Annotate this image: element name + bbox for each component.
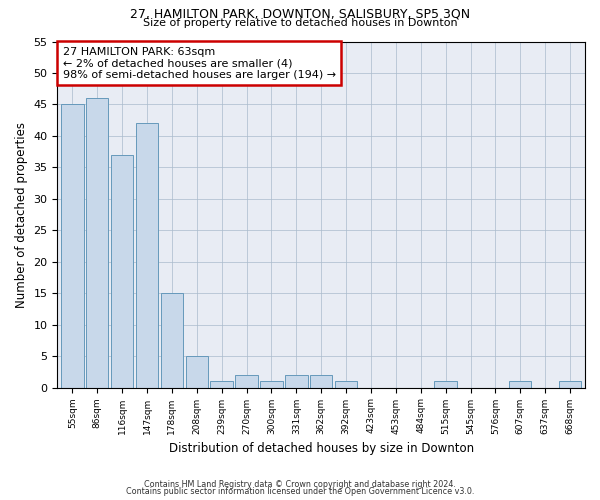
Text: Contains public sector information licensed under the Open Government Licence v3: Contains public sector information licen… xyxy=(126,488,474,496)
Bar xyxy=(285,375,308,388)
Bar xyxy=(235,375,258,388)
Bar xyxy=(559,382,581,388)
Bar xyxy=(260,382,283,388)
Bar xyxy=(335,382,357,388)
Text: 27, HAMILTON PARK, DOWNTON, SALISBURY, SP5 3QN: 27, HAMILTON PARK, DOWNTON, SALISBURY, S… xyxy=(130,8,470,20)
Bar xyxy=(185,356,208,388)
Bar xyxy=(434,382,457,388)
Bar xyxy=(61,104,83,388)
Bar xyxy=(310,375,332,388)
Bar xyxy=(509,382,532,388)
X-axis label: Distribution of detached houses by size in Downton: Distribution of detached houses by size … xyxy=(169,442,474,455)
Y-axis label: Number of detached properties: Number of detached properties xyxy=(15,122,28,308)
Bar xyxy=(86,98,109,388)
Bar xyxy=(211,382,233,388)
Bar xyxy=(136,124,158,388)
Text: Contains HM Land Registry data © Crown copyright and database right 2024.: Contains HM Land Registry data © Crown c… xyxy=(144,480,456,489)
Text: 27 HAMILTON PARK: 63sqm
← 2% of detached houses are smaller (4)
98% of semi-deta: 27 HAMILTON PARK: 63sqm ← 2% of detached… xyxy=(62,46,336,80)
Bar xyxy=(111,155,133,388)
Text: Size of property relative to detached houses in Downton: Size of property relative to detached ho… xyxy=(143,18,457,28)
Bar xyxy=(161,293,183,388)
